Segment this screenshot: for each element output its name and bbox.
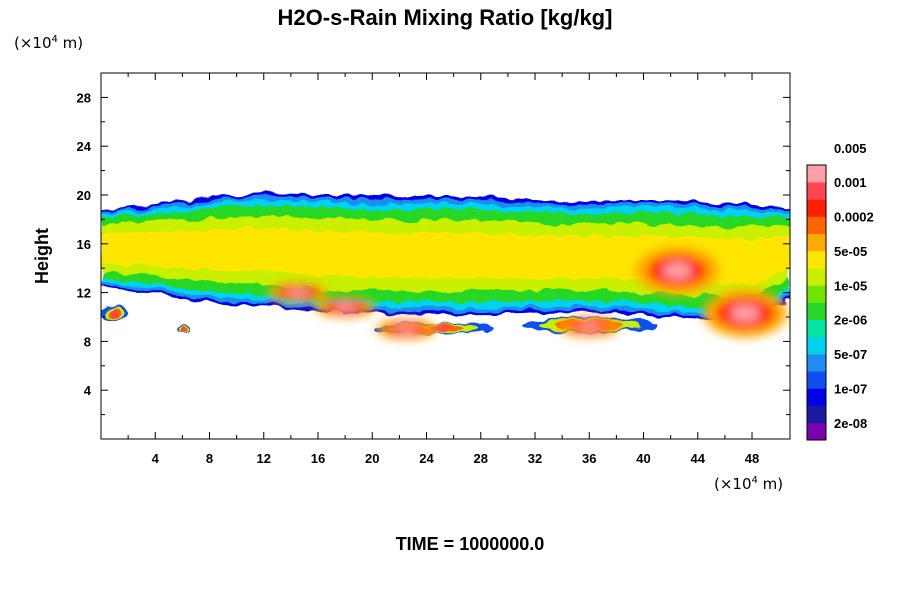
x-tick-label: 32 xyxy=(528,451,542,466)
time-label: TIME = 1000000.0 xyxy=(396,534,545,554)
lower-rain-band xyxy=(175,324,190,332)
colorbar-label: 2e-06 xyxy=(834,313,867,328)
colorbar-swatch xyxy=(807,216,826,235)
y-tick-label: 8 xyxy=(84,334,91,349)
y-unit-label: (×104 m) xyxy=(14,34,83,52)
colorbar-label: 5e-05 xyxy=(834,244,867,259)
contour-band-5 xyxy=(101,228,790,286)
rain-maxima xyxy=(267,246,788,340)
colorbar-swatch xyxy=(807,182,826,200)
maximum-core xyxy=(287,289,309,297)
colorbar-label: 1e-05 xyxy=(834,278,867,293)
maximum-core xyxy=(395,325,417,333)
maximum-core xyxy=(334,303,356,311)
x-tick-label: 20 xyxy=(365,451,379,466)
band-contour-3 xyxy=(110,308,119,320)
colorbar-frame xyxy=(806,164,827,441)
x-tick-label: 12 xyxy=(257,451,271,466)
x-tick-label: 8 xyxy=(206,451,213,466)
colorbar-swatch xyxy=(807,405,826,424)
y-tick-label: 12 xyxy=(77,286,91,301)
y-tick-label: 20 xyxy=(77,188,91,203)
y-tick-label: 24 xyxy=(77,139,92,154)
y-tick-label: 4 xyxy=(84,383,92,398)
y-tick-label: 16 xyxy=(77,237,91,252)
colorbar: 2e-08 1e-07 5e-07 2e-06 1e-05 5e-05 0.0002 0.00… xyxy=(806,141,874,441)
x-tick-label: 16 xyxy=(311,451,325,466)
maximum-core xyxy=(578,323,600,331)
x-tick-label: 48 xyxy=(745,451,759,466)
colorbar-label: 0.005 xyxy=(834,141,867,156)
y-tick-label: 28 xyxy=(77,90,91,105)
lower-rain-band xyxy=(101,304,129,324)
colorbar-label: 0.001 xyxy=(834,175,867,190)
colorbar-swatch xyxy=(807,285,826,303)
colorbar-label: 0.0002 xyxy=(834,210,874,225)
colorbar-swatch xyxy=(807,354,826,372)
colorbar-label: 5e-07 xyxy=(834,347,867,362)
x-tick-label: 4 xyxy=(152,451,160,466)
colorbar-swatch xyxy=(807,302,826,320)
colorbar-label: 1e-07 xyxy=(834,381,867,396)
contour-field xyxy=(101,192,790,340)
band-contour-3 xyxy=(180,325,185,331)
colorbar-swatch xyxy=(807,371,826,389)
colorbar-swatch xyxy=(807,319,826,338)
colorbar-swatch xyxy=(807,165,826,183)
x-tick-label: 36 xyxy=(582,451,596,466)
x-unit-label: (×104 m) xyxy=(714,475,783,493)
chart-title: H2O-s-Rain Mixing Ratio [kg/kg] xyxy=(278,5,613,30)
x-tick-label: 44 xyxy=(691,451,706,466)
colorbar-swatch xyxy=(807,336,826,355)
colorbar-swatch xyxy=(807,199,826,217)
x-tick-label: 28 xyxy=(474,451,488,466)
y-axis-label: Height xyxy=(32,228,52,284)
x-tick-label: 40 xyxy=(636,451,650,466)
colorbar-swatch xyxy=(807,250,826,269)
colorbar-swatch xyxy=(807,422,826,441)
colorbar-swatch xyxy=(807,268,826,286)
maximum-core xyxy=(730,304,760,322)
x-tick-label: 24 xyxy=(419,451,434,466)
colorbar-swatch xyxy=(807,233,826,252)
colorbar-swatch xyxy=(807,388,826,406)
maximum-core xyxy=(662,262,693,280)
plot-frame xyxy=(100,72,791,440)
colorbar-label: 2e-08 xyxy=(834,416,867,431)
